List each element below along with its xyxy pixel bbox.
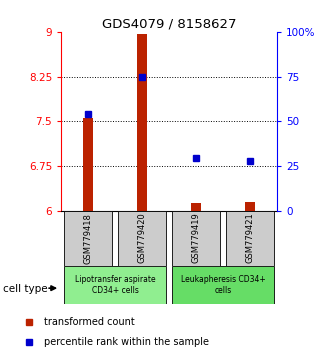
- Text: GSM779418: GSM779418: [83, 213, 93, 263]
- Bar: [191, 204, 201, 211]
- Bar: [137, 34, 147, 211]
- Title: GDS4079 / 8158627: GDS4079 / 8158627: [102, 18, 236, 31]
- Text: Lipotransfer aspirate
CD34+ cells: Lipotransfer aspirate CD34+ cells: [75, 275, 155, 295]
- Bar: [172, 266, 274, 304]
- Bar: [83, 118, 93, 211]
- Text: GSM779420: GSM779420: [138, 213, 147, 263]
- Bar: [226, 211, 274, 266]
- Bar: [64, 266, 166, 304]
- Text: transformed count: transformed count: [44, 318, 135, 327]
- Bar: [118, 211, 166, 266]
- Bar: [64, 211, 112, 266]
- Text: Leukapheresis CD34+
cells: Leukapheresis CD34+ cells: [181, 275, 266, 295]
- Text: GSM779421: GSM779421: [246, 213, 255, 263]
- Bar: [245, 202, 255, 211]
- Text: GSM779419: GSM779419: [192, 213, 201, 263]
- Text: percentile rank within the sample: percentile rank within the sample: [44, 337, 209, 347]
- Bar: [172, 211, 220, 266]
- Text: cell type: cell type: [3, 284, 48, 293]
